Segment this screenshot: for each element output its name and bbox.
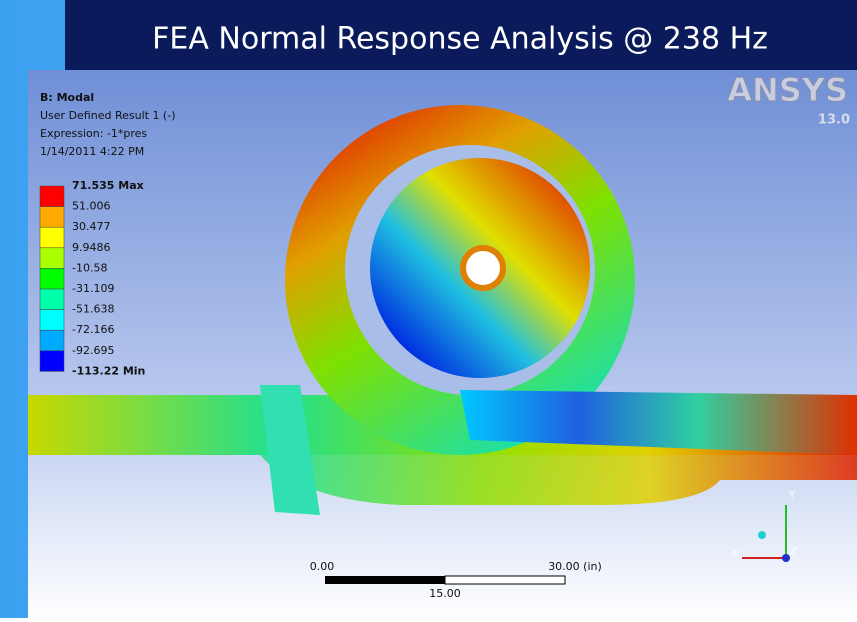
legend-swatch — [39, 247, 65, 269]
info-date: 1/14/2011 4:22 PM — [40, 145, 144, 158]
info: B: Modal User Defined Result 1 (-) Expre… — [40, 91, 176, 158]
outlet — [460, 390, 857, 455]
legend-label: -72.166 — [72, 323, 114, 336]
support — [260, 385, 320, 515]
info-expression: Expression: -1*pres — [40, 127, 147, 140]
scale-bar: 0.00 30.00 (in) 15.00 — [310, 560, 602, 600]
x-label: X — [731, 548, 738, 559]
scale-start: 0.00 — [310, 560, 335, 573]
legend-label: 71.535 Max — [72, 179, 144, 192]
legend-label: -113.22 Min — [72, 364, 145, 377]
title: FEA Normal Response Analysis @ 238 Hz — [152, 22, 768, 57]
scale-black — [325, 576, 445, 584]
z-axis — [782, 554, 790, 562]
logo-version: 13.0 — [818, 113, 850, 128]
logo-brand: ANSYS — [727, 71, 848, 109]
legend-swatch — [39, 206, 65, 228]
y-label: Y — [788, 490, 796, 501]
triad-ball — [758, 531, 766, 539]
scale-white — [444, 575, 566, 585]
legend-label: -10.58 — [72, 261, 107, 274]
legend-swatch — [39, 268, 65, 290]
info-name: B: Modal — [40, 91, 94, 104]
legend-swatch — [39, 185, 65, 207]
info-result: User Defined Result 1 (-) — [40, 109, 176, 122]
legend-swatch — [39, 350, 65, 372]
triad: X Y Z — [731, 490, 797, 562]
hub — [460, 245, 506, 291]
legend: 71.535 Max 51.006 30.477 9.9486 -10.58 -31.10… — [39, 179, 145, 377]
legend-label: -51.638 — [72, 303, 114, 316]
legend-label: 30.477 — [72, 220, 111, 233]
legend-swatch — [39, 226, 65, 249]
legend-label: 9.9486 — [72, 241, 111, 254]
legend-label: -92.695 — [72, 344, 114, 357]
scale-mid: 15.00 — [429, 587, 461, 600]
legend-label: 51.006 — [72, 200, 111, 213]
title-band — [65, 0, 857, 70]
z-label: Z — [790, 546, 797, 557]
legend-label: -31.109 — [72, 282, 114, 295]
model — [28, 105, 857, 515]
scale-end: 30.00 (in) — [548, 560, 602, 573]
legend-swatch — [39, 288, 65, 310]
pipe-lower — [28, 455, 857, 505]
legend-swatch — [39, 329, 65, 352]
legend-swatch — [39, 309, 65, 331]
